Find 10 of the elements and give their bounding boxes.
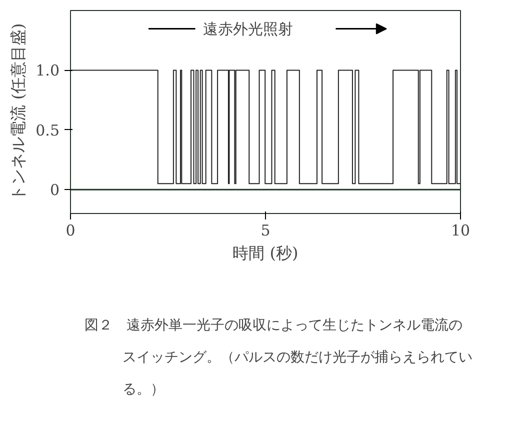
x-axis-title: 時間 (秒) bbox=[232, 244, 298, 262]
y-tick-label: 0 bbox=[50, 181, 60, 200]
x-tick-label: 5 bbox=[260, 222, 270, 240]
y-tick-label: 1.0 bbox=[36, 62, 60, 80]
annotation: 遠赤外光照射 bbox=[203, 20, 294, 38]
x-tick-label: 10 bbox=[450, 222, 470, 240]
caption: 図２ 遠赤外単一光子の吸収によって生じたトンネル電流のスイッチング。（パルスの数だけ光子が捕らえられている。） bbox=[84, 318, 472, 398]
y-axis-title: トンネル電流 (任意目盛) bbox=[8, 23, 28, 201]
x-tick-label: 0 bbox=[66, 222, 76, 240]
y-tick-label: 0.5 bbox=[36, 121, 60, 140]
